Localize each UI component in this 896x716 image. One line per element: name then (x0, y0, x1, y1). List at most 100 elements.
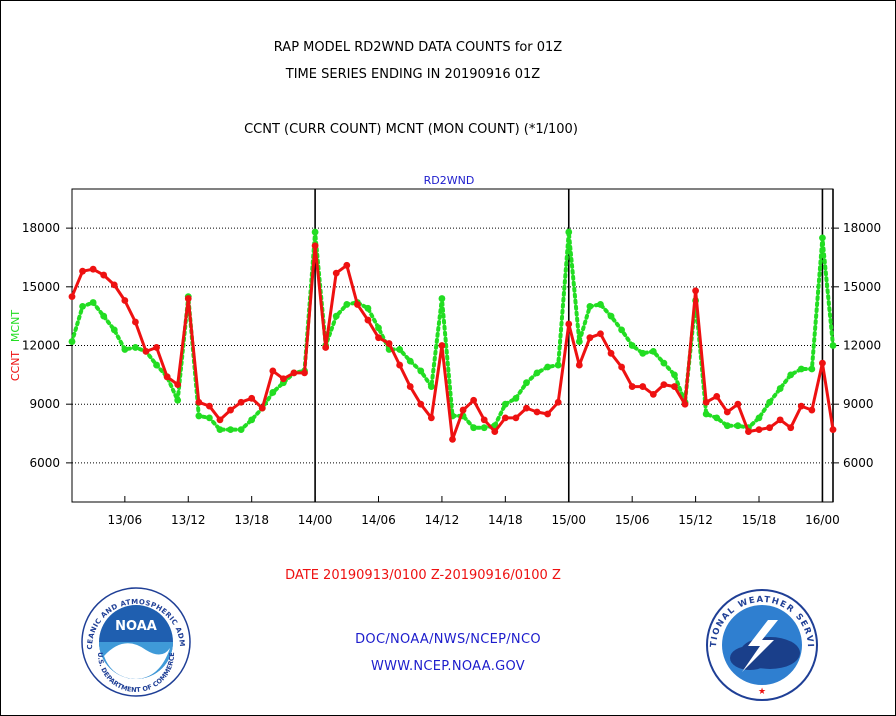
data-point-ccnt (618, 363, 626, 371)
x-tick-label: 16/00 (805, 513, 840, 527)
x-tick-label: 15/12 (678, 513, 713, 527)
data-point-ccnt (353, 301, 361, 308)
data-point-ccnt (258, 404, 266, 412)
data-point-ccnt (89, 265, 97, 273)
data-point-ccnt (206, 402, 213, 410)
data-point-ccnt (745, 428, 752, 435)
data-point-mcnt (660, 359, 668, 367)
data-point-ccnt (523, 404, 530, 412)
data-point-mcnt (100, 312, 108, 320)
data-point-mcnt (544, 363, 552, 371)
svg-text:NATIONAL OCEANIC AND ATMOSPHER: NATIONAL OCEANIC AND ATMOSPHERIC ADMINIS… (0, 0, 186, 650)
data-point-ccnt (311, 242, 319, 250)
data-point-ccnt (343, 261, 351, 269)
data-point-ccnt (163, 373, 171, 381)
data-point-mcnt (237, 426, 245, 434)
data-point-mcnt (808, 365, 816, 373)
org-text: DOC/NOAA/NWS/NCEP/NCO (355, 632, 541, 647)
data-point-ccnt (79, 267, 86, 275)
data-point-ccnt (501, 414, 509, 422)
data-point-mcnt (121, 346, 129, 353)
data-point-ccnt (427, 414, 435, 422)
data-point-ccnt (819, 359, 826, 367)
data-point-mcnt (364, 304, 372, 312)
data-point-ccnt (544, 410, 552, 418)
plot-title: RD2WND (424, 174, 475, 187)
data-point-mcnt (829, 342, 837, 349)
data-point-ccnt (301, 369, 308, 377)
data-point-mcnt (343, 301, 351, 308)
url-link[interactable]: WWW.NCEP.NOAA.GOV (370, 659, 526, 674)
data-point-ccnt (227, 406, 234, 414)
data-point-mcnt (438, 295, 446, 302)
data-point-mcnt (639, 349, 647, 357)
data-point-ccnt (554, 398, 562, 406)
y-tick-label-right: 12000 (843, 339, 881, 353)
y-tick-label-right: 9000 (843, 397, 874, 411)
data-point-mcnt (174, 396, 182, 404)
data-point-mcnt (396, 346, 404, 353)
data-point-mcnt (206, 414, 213, 422)
data-point-ccnt (322, 344, 330, 351)
data-point-ccnt (512, 414, 520, 422)
data-point-mcnt (649, 347, 657, 355)
chart-subtitle: CCNT (CURR COUNT) MCNT (MON COUNT) (*1/1… (244, 122, 578, 137)
y-tick-label-left: 18000 (22, 221, 60, 235)
data-point-ccnt (607, 349, 615, 357)
data-point-ccnt (216, 416, 224, 424)
data-point-ccnt (438, 342, 446, 349)
data-point-ccnt (279, 375, 287, 383)
data-point-ccnt (396, 361, 404, 369)
data-point-ccnt (702, 398, 710, 406)
data-point-ccnt (671, 383, 678, 390)
data-point-mcnt (110, 326, 118, 334)
data-point-ccnt (269, 367, 277, 375)
data-point-ccnt (649, 391, 657, 398)
data-point-mcnt (586, 302, 594, 310)
data-point-mcnt (618, 326, 626, 334)
data-point-ccnt (248, 394, 256, 402)
data-point-mcnt (523, 379, 530, 387)
data-point-mcnt (89, 299, 97, 306)
noaa-ring-text: NATIONAL OCEANIC AND ATMOSPHERIC ADMINIS… (0, 0, 186, 650)
data-point-ccnt (681, 400, 689, 408)
data-point-mcnt (723, 422, 731, 430)
data-point-mcnt (671, 371, 678, 379)
data-point-ccnt (787, 424, 795, 432)
x-tick-label: 15/18 (742, 513, 777, 527)
y-tick-label-left: 15000 (22, 280, 60, 294)
date-range: DATE 20190913/0100 Z-20190916/0100 Z (285, 568, 561, 583)
data-point-ccnt (713, 392, 721, 400)
data-point-mcnt (216, 426, 224, 434)
x-tick-label: 13/18 (234, 513, 269, 527)
data-point-mcnt (565, 228, 573, 236)
x-tick-label: 14/12 (425, 513, 460, 527)
data-point-mcnt (776, 385, 784, 392)
chart-title-line1: RAP MODEL RD2WND DATA COUNTS for 01Z (274, 40, 563, 55)
data-point-mcnt (512, 394, 520, 402)
data-point-ccnt (184, 295, 192, 302)
data-point-mcnt (797, 365, 805, 373)
data-point-ccnt (375, 334, 382, 342)
data-point-mcnt (702, 410, 710, 418)
data-point-mcnt (132, 344, 139, 351)
svg-text:★: ★ (758, 687, 766, 697)
data-point-ccnt (237, 398, 245, 406)
data-point-mcnt (607, 312, 615, 320)
data-point-ccnt (766, 424, 773, 432)
data-point-mcnt (332, 312, 340, 320)
data-point-mcnt (248, 416, 256, 424)
data-point-ccnt (449, 436, 456, 443)
data-point-mcnt (417, 367, 425, 375)
data-point-mcnt (713, 414, 721, 422)
data-point-mcnt (480, 424, 488, 432)
data-point-ccnt (385, 340, 393, 347)
data-point-ccnt (480, 416, 488, 424)
data-point-mcnt (734, 422, 742, 430)
data-point-ccnt (575, 361, 583, 369)
x-tick-label: 13/06 (108, 513, 143, 527)
x-tick-label: 15/00 (551, 513, 586, 527)
data-point-ccnt (142, 347, 150, 355)
data-point-mcnt (554, 361, 562, 369)
